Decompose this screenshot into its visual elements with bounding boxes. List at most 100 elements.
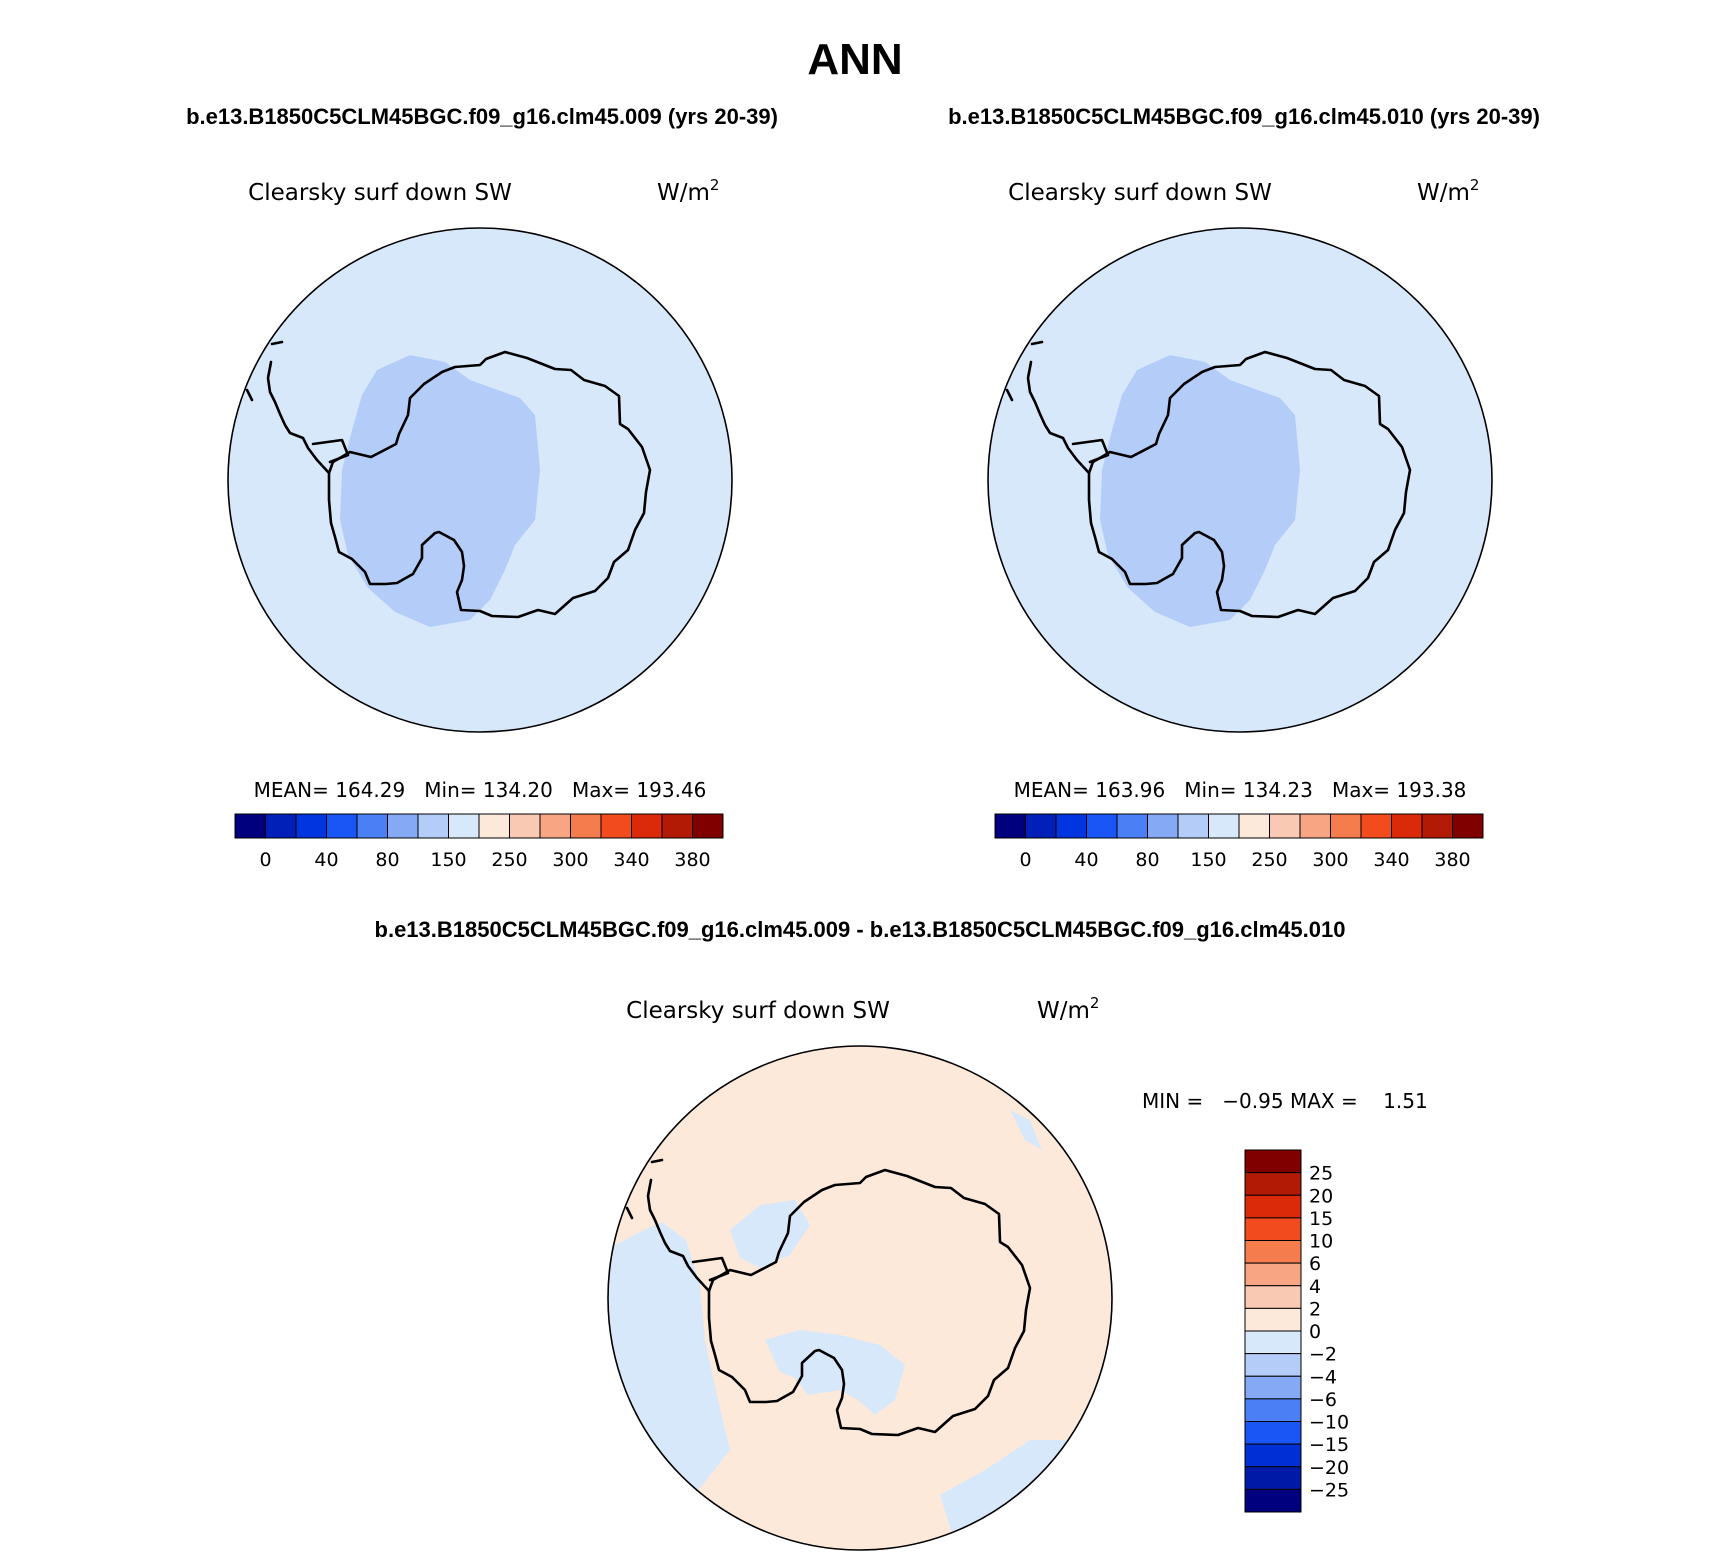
difference-colorbar-tick-label: 6 [1309,1253,1321,1275]
panel-1-stats: MEAN= 164.29 Min= 134.20 Max= 193.46 [254,778,707,802]
panel-1-colorbar-swatch [356,813,388,839]
difference-island [650,1158,664,1164]
panel-2-colorbar-swatch [1238,813,1270,839]
panel-2-colorbar-tick-label: 380 [1434,849,1470,871]
difference-map [607,1045,1113,1551]
difference-colorbar-swatch [1244,1488,1302,1513]
difference-colorbar-swatch [1244,1443,1302,1468]
panel-2-colorbar-swatch [1025,813,1057,839]
difference-colorbar-tick-label: 10 [1309,1231,1333,1253]
panel-1-colorbar-swatch [387,813,419,839]
difference-colorbar-tick-label: 4 [1309,1276,1321,1298]
panel-1-colorbar-swatch [265,813,297,839]
panel-1-map-border [227,227,733,733]
panel-2-colorbar-swatch [1452,813,1484,839]
panel-2-colorbar-tick-label: 0 [1019,849,1031,871]
panel-2-variable: Clearsky surf down SW [1008,180,1272,206]
difference-colorbar-swatch [1244,1172,1302,1196]
panel-2-islet [1005,388,1014,402]
panel-1-colorbar-swatch [661,813,693,839]
difference-colorbar-swatch [1244,1194,1302,1219]
panel-2-colorbar-swatch [1055,813,1087,839]
panel-1-islet [245,388,254,402]
panel-2-colorbar-swatch [994,813,1026,839]
difference-colorbar-swatch [1244,1421,1302,1445]
panel-1-colorbar-swatch [509,813,541,839]
panel-1-colorbar-swatch [692,813,724,839]
difference-islet [625,1206,634,1220]
difference-colorbar-tick-label: −6 [1309,1389,1337,1411]
difference-map-border [607,1045,1113,1551]
panel-1-colorbar-swatch [326,813,358,839]
panel-1-colorbar-tick-label: 0 [259,849,271,871]
panel-2-colorbar-swatch [1360,813,1392,839]
panel-2-colorbar-swatch [1177,813,1209,839]
difference-colorbar-swatch [1244,1307,1302,1332]
difference-colorbar-swatch [1244,1217,1302,1241]
panel-1-units-exp: 2 [710,176,720,194]
difference-variable: Clearsky surf down SW [626,998,890,1024]
panel-2-colorbar-swatch [1269,813,1301,839]
panel-1-colorbar-swatch [448,813,480,839]
difference-colorbar-swatch [1244,1240,1302,1264]
difference-colorbar-tick-label: 15 [1309,1208,1333,1230]
panel-2-units-base: W/m [1417,180,1470,206]
panel-1-variable: Clearsky surf down SW [248,180,512,206]
panel-2-colorbar-swatch [1391,813,1423,839]
panel-2-colorbar-swatch [1421,813,1453,839]
panel-1-colorbar-swatch [478,813,510,839]
panel-2-map-border [987,227,1493,733]
panel-1-units-base: W/m [657,180,710,206]
difference-colorbar-swatch [1244,1285,1302,1309]
difference-units-exp: 2 [1090,994,1100,1012]
panel-2-colorbar-swatch [1299,813,1331,839]
difference-ice-shelf [691,1256,730,1282]
difference-units-base: W/m [1037,998,1090,1024]
difference-colorbar-tick-label: −2 [1309,1344,1337,1366]
difference-colorbar-swatch [1244,1353,1302,1377]
panel-1-colorbar: 0 40 80 150 250 300 340 380 [234,813,724,871]
difference-colorbar-tick-label: 25 [1309,1163,1333,1185]
difference-colorbar-tick-label: −15 [1309,1434,1349,1456]
panel-2-colorbar-tick-label: 340 [1373,849,1409,871]
main-title: ANN [807,35,902,84]
difference-units: W/m2 [1037,994,1099,1024]
panel-1-colorbar-swatch [417,813,449,839]
difference-colorbar-swatch [1244,1262,1302,1287]
difference-colorbar-swatch [1244,1149,1302,1174]
panel-2-colorbar-swatch [1208,813,1240,839]
difference-colorbar-tick-label: 2 [1309,1298,1321,1320]
panel-1-colorbar-swatch [234,813,266,839]
panel-2-colorbar-tick-label: 80 [1135,849,1159,871]
difference-positive-field [608,1046,1112,1550]
panel-1-colorbar-tick-label: 40 [314,849,338,871]
difference-minmax: MIN = −0.95 MAX = 1.51 [1142,1089,1428,1113]
panel-1-colorbar-tick-label: 250 [491,849,527,871]
panel-2-colorbar-tick-label: 40 [1074,849,1098,871]
panel-2-ice-shelf [1071,438,1110,464]
panel-2-colorbar: 0 40 80 150 250 300 340 380 [994,813,1484,871]
panel-1-colorbar-swatch [295,813,327,839]
difference-colorbar-tick-label: 0 [1309,1321,1321,1343]
panel-1-colorbar-tick-label: 80 [375,849,399,871]
panel-1-map [227,227,733,733]
panel-1-colorbar-tick-label: 300 [552,849,588,871]
difference-header: b.e13.B1850C5CLM45BGC.f09_g16.clm45.009 … [375,917,1346,942]
panel-1-header: b.e13.B1850C5CLM45BGC.f09_g16.clm45.009 … [186,104,778,129]
difference-negative-patch-northeast [1010,1110,1042,1150]
panel-1-colorbar-tick-label: 340 [613,849,649,871]
panel-2-colorbar-tick-label: 300 [1312,849,1348,871]
panel-2-interior-low-band [1100,355,1300,627]
difference-colorbar-swatch [1244,1330,1302,1355]
panel-2-colorbar-swatch [1086,813,1118,839]
panel-1-colorbar-swatch [600,813,632,839]
difference-colorbar-tick-label: −4 [1309,1366,1337,1388]
difference-colorbar-swatch [1244,1466,1302,1490]
difference-colorbar-swatch [1244,1375,1302,1400]
panel-2-colorbar-swatch [1330,813,1362,839]
panel-1-colorbar-swatch [570,813,602,839]
difference-colorbar-tick-label: −20 [1309,1457,1349,1479]
difference-colorbar-tick-label: 20 [1309,1185,1333,1207]
